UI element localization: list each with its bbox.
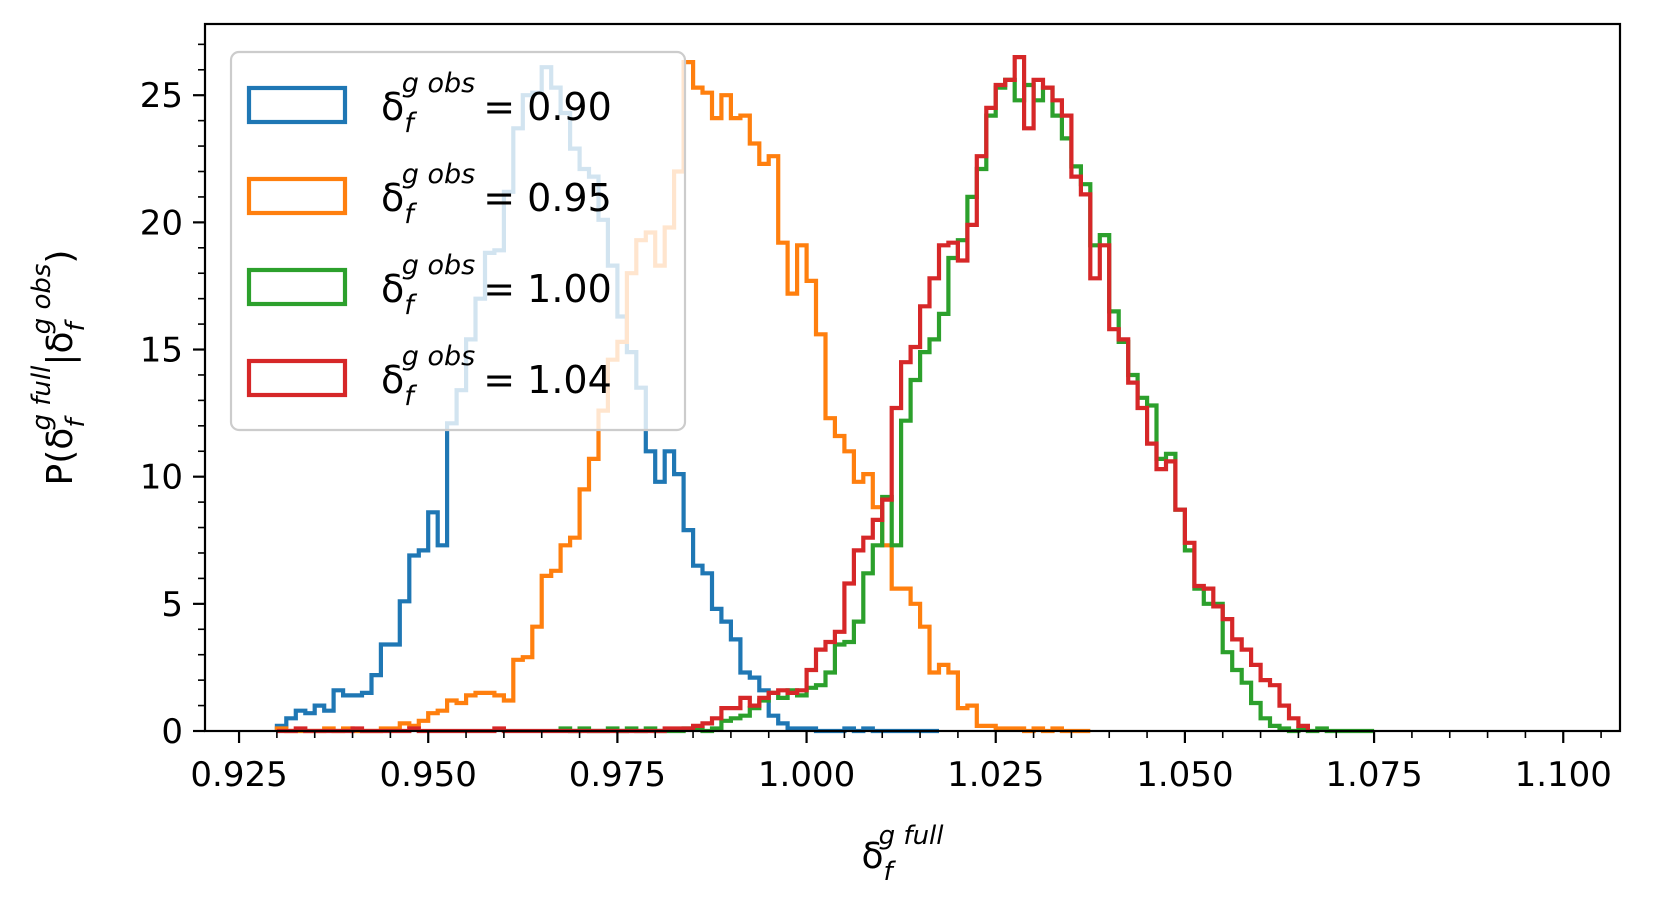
y-tick-label: 20 [140,203,183,243]
legend-swatch-1 [246,85,348,125]
x-tick-label: 0.950 [380,755,477,795]
legend-label-sup: g obs [402,341,475,372]
y-tick-label: 5 [161,585,183,625]
legend-box [229,50,687,432]
y-label-sub1: f [61,415,91,428]
x-tick-label: 1.000 [758,755,855,795]
legend-label-text: = 1.04 [483,358,612,402]
y-label-prefix: P( [40,450,81,486]
x-tick-label: 1.075 [1325,755,1422,795]
y-tick-label: 25 [140,76,183,116]
y-label-base1: δ [40,428,81,450]
x-axis: 0.925 0.950 0.975 1.000 1.025 1.050 1.075 1.100 [190,731,1612,795]
y-tick-label: 15 [140,331,183,371]
x-tick-label: 1.100 [1515,755,1612,795]
y-label-sub2: f [61,318,91,331]
legend-label-4: δfg obs= 1.04 [381,341,612,412]
axes-frame [203,22,1622,733]
x-tick-label: 0.925 [190,755,287,795]
y-label-bar: | [40,354,81,366]
legend-label-text: = 0.95 [483,176,612,220]
x-label-base: δ [861,836,883,877]
y-label-sup2: g obs [27,264,57,335]
x-tick-label: 0.975 [569,755,666,795]
legend-label-2: δfg obs= 0.95 [381,159,612,230]
legend-label-base: δ [381,267,404,311]
legend-swatch-3 [246,267,348,307]
legend-label-sup: g obs [402,250,475,281]
legend-label-sup: g obs [402,68,475,99]
legend-label-3: δfg obs= 1.00 [381,250,612,321]
legend-label-base: δ [381,176,404,220]
y-tick-label: 0 [161,712,183,752]
y-axis: 0 5 10 15 20 25 [140,43,205,752]
y-label-sup1: g full [27,365,57,431]
y-tick-label: 10 [140,458,183,498]
x-axis-label: δf g full [861,821,944,887]
legend-label-base: δ [381,358,404,402]
series-4-histogram [276,55,1310,734]
legend-label-1: δfg obs= 0.90 [381,68,612,139]
x-tick-label: 1.050 [1136,755,1233,795]
x-label-sub: f [884,857,897,887]
y-label-suffix: ) [40,250,81,264]
legend-label-sup: g obs [402,159,475,190]
y-axis-label: P(δfg full|δfg obs) [27,250,91,486]
x-tick-label: 1.025 [947,755,1044,795]
legend-swatch-4 [246,358,348,398]
legend-swatch-2 [246,176,348,216]
legend-label-text: = 1.00 [483,267,612,311]
y-label-base2: δ [40,331,81,353]
legend-label-text: = 0.90 [483,85,612,129]
x-label-sup: g full [879,821,945,851]
legend-label-base: δ [381,85,404,129]
